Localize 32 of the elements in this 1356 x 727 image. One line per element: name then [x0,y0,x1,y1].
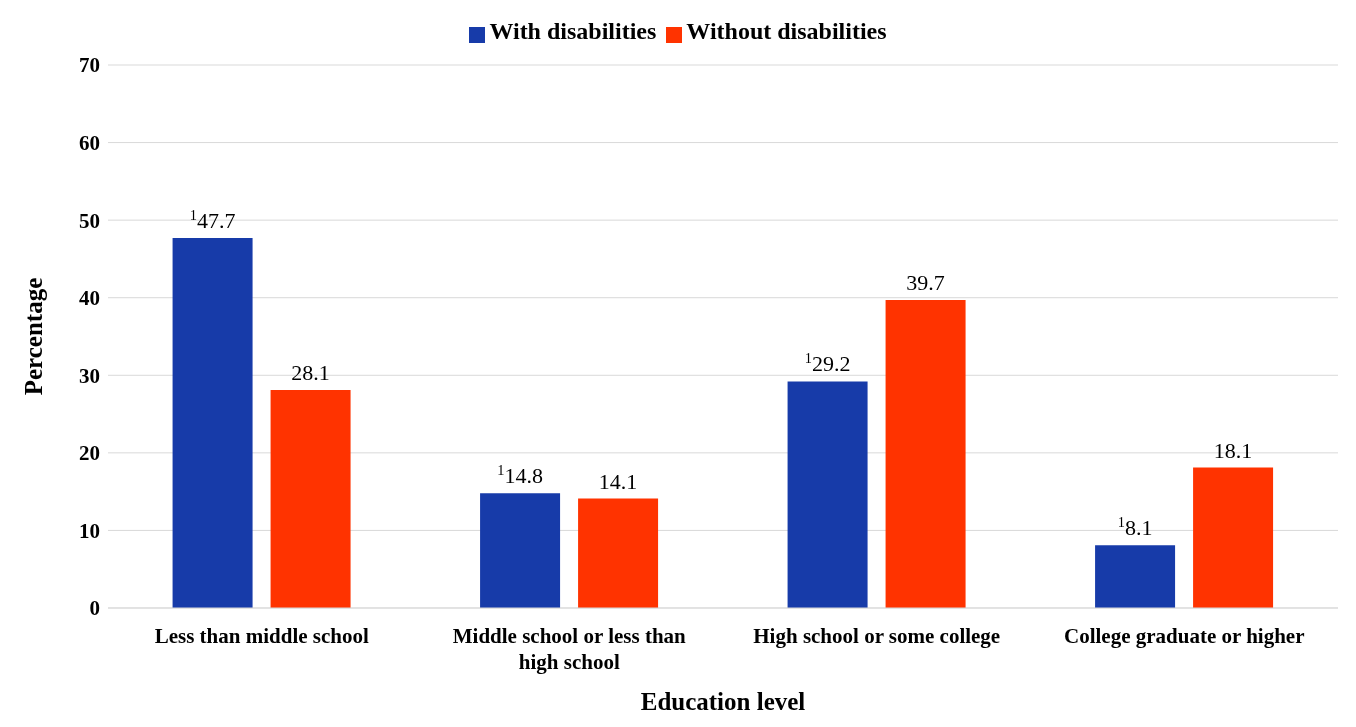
legend-label: Without disabilities [686,18,887,44]
data-label: 28.1 [291,360,330,386]
y-tick-label: 60 [79,131,100,156]
x-tick-label: Middle school or less than high school [452,623,687,675]
y-tick-label: 20 [79,441,100,466]
data-label: 14.1 [598,468,638,494]
bar [1095,545,1176,608]
data-label: $^{1}$8.1 [1117,514,1153,541]
y-tick-label: 40 [79,286,100,311]
data-label: $^{1}$14.8 [497,462,543,489]
data-label: $^{1}$47.7 [189,206,236,233]
bar [1193,467,1274,608]
bar [270,390,351,608]
x-tick-label: High school or some college [753,623,1001,648]
bar [578,498,659,608]
legend-label: With disabilities [489,18,657,44]
x-tick-label: College graduate or higher [1064,623,1305,648]
y-tick-label: 0 [89,596,100,621]
y-tick-label: 70 [79,53,100,78]
y-axis-title: Percentage [19,277,47,396]
y-tick-label: 50 [79,208,100,233]
bar [172,237,253,608]
data-label: $^{1}$29.2 [804,350,851,377]
data-label: 39.7 [906,270,945,296]
data-label: 18.1 [1213,437,1253,463]
bar [480,493,561,608]
y-tick-label: 10 [79,518,100,543]
bar [787,381,868,608]
y-tick-label: 30 [79,363,100,388]
bar [885,300,966,608]
x-axis-title: Education level [640,688,806,715]
x-tick-label: Less than middle school [154,623,369,648]
